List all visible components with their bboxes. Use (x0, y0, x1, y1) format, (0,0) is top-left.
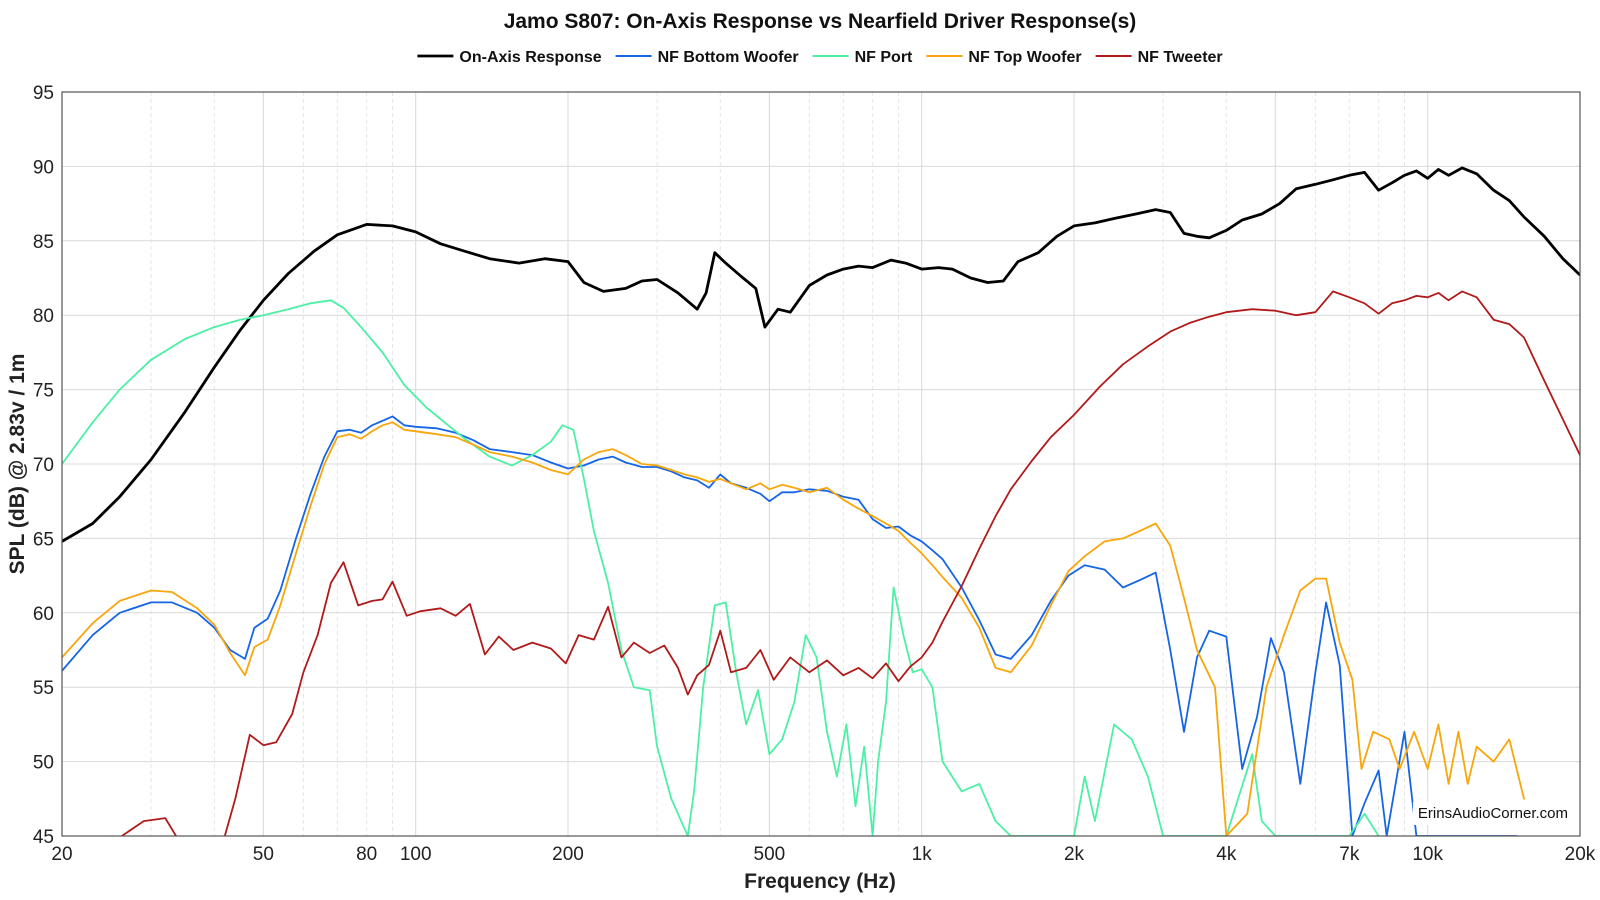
y-tick-label: 65 (33, 529, 54, 550)
legend-item-nf-tweeter: NF Tweeter (1095, 49, 1223, 66)
y-tick-label: 60 (33, 604, 54, 625)
legend-label: NF Top Woofer (968, 49, 1081, 66)
y-tick-label: 95 (33, 83, 54, 104)
x-tick-label: 50 (253, 844, 274, 865)
y-tick-label: 70 (33, 455, 54, 476)
watermark: ErinsAudioCorner.com (1418, 805, 1568, 822)
x-tick-label: 2k (1064, 844, 1085, 865)
x-axis-label: Frequency (Hz) (744, 870, 896, 893)
y-tick-label: 45 (33, 827, 54, 848)
x-tick-label: 100 (400, 844, 432, 865)
watermark-background (1412, 802, 1573, 825)
series-line-nf-bottom-woofer (62, 415, 1518, 836)
legend-item-nf-top-woofer: NF Top Woofer (926, 49, 1082, 66)
axis-ticks: 20 50 80 100 200 500 1k 2k 4k 7k 10k 20k 45 50 55 60 65 7… (33, 83, 1596, 865)
x-tick-label: 10k (1412, 844, 1443, 865)
series-line-nf-top-woofer (62, 421, 1525, 836)
plot-frame (61, 91, 1581, 837)
series-group (62, 166, 1580, 836)
legend-item-nf-bottom-woofer: NF Bottom Woofer (615, 49, 799, 66)
legend-label: On-Axis Response (459, 49, 601, 66)
x-tick-label: 4k (1216, 844, 1237, 865)
chart-title: Jamo S807: On-Axis Response vs Nearfield… (504, 10, 1137, 33)
y-tick-label: 50 (33, 753, 54, 774)
x-tick-label: 20 (51, 844, 72, 865)
x-tick-label: 1k (912, 844, 933, 865)
legend-item-on-axis-response: On-Axis Response (417, 49, 602, 66)
x-tick-label: 7k (1339, 844, 1360, 865)
y-tick-label: 75 (33, 381, 54, 402)
legend-item-nf-port: NF Port (812, 49, 913, 66)
series-line-on-axis-response (62, 166, 1580, 543)
y-tick-label: 80 (33, 306, 54, 327)
legend-label: NF Port (855, 49, 913, 66)
y-tick-label: 55 (33, 678, 54, 699)
series-line-nf-port (62, 299, 1380, 836)
legend-label: NF Tweeter (1138, 49, 1223, 66)
legend-label: NF Bottom Woofer (658, 49, 799, 66)
y-axis-label: SPL (dB) @ 2.83v / 1m (6, 354, 29, 575)
legend: On-Axis Response NF Bottom Woofer NF Port N… (417, 49, 1223, 66)
x-tick-label: 200 (552, 844, 584, 865)
x-tick-label: 500 (754, 844, 786, 865)
series-line-nf-tweeter (120, 290, 1580, 836)
x-tick-label: 20k (1565, 844, 1596, 865)
y-tick-label: 85 (33, 232, 54, 253)
x-tick-label: 80 (356, 844, 377, 865)
y-tick-label: 90 (33, 157, 54, 178)
